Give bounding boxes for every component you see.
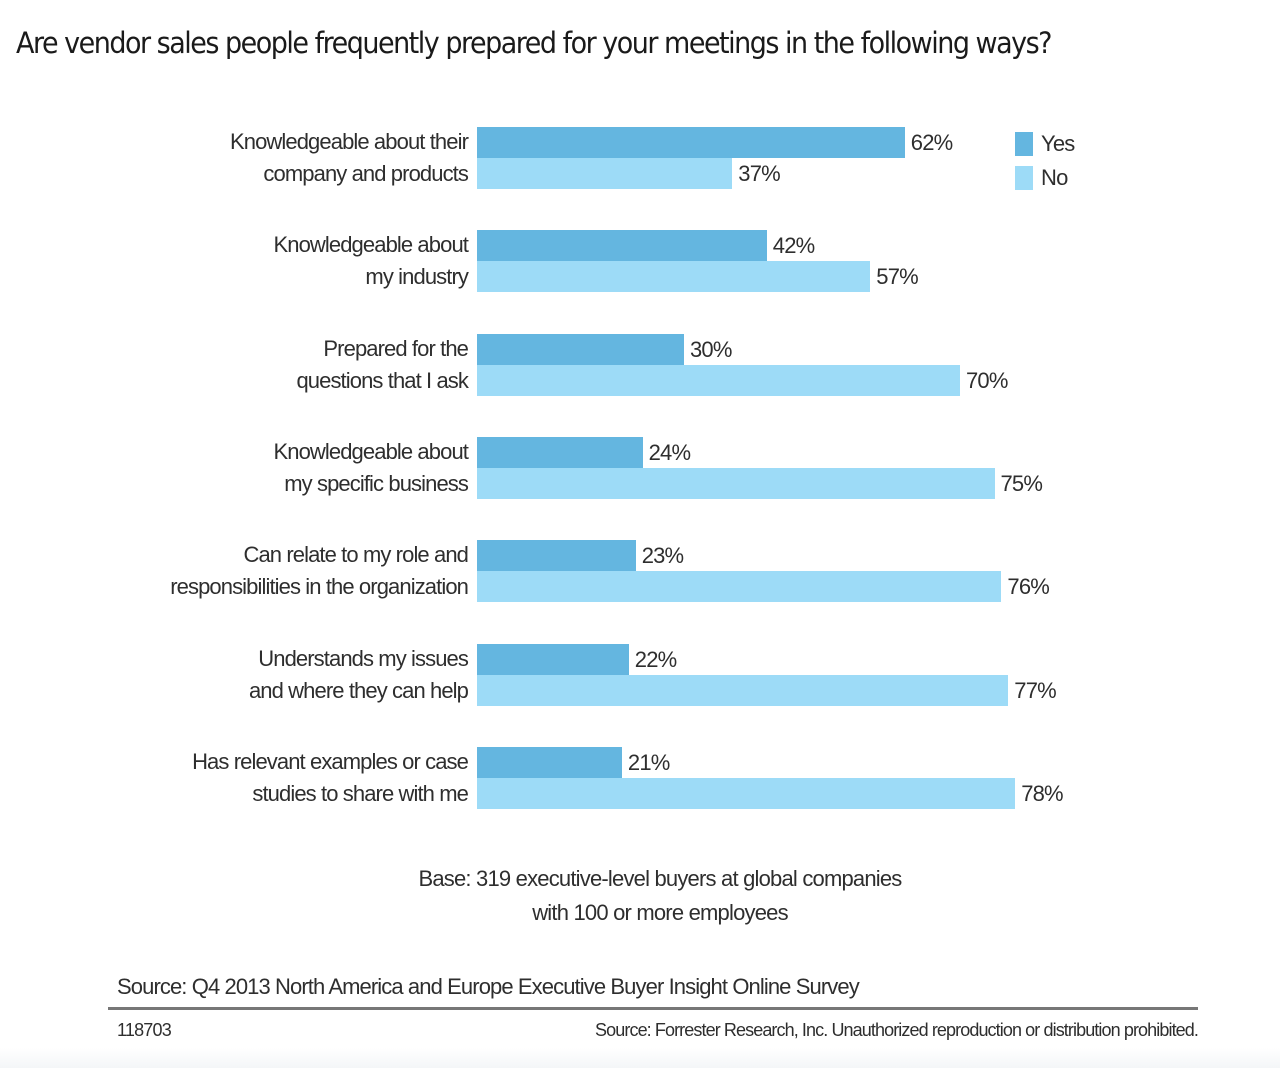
legend-swatch-no xyxy=(1015,166,1033,190)
bar-group: Understands my issues and where they can … xyxy=(0,643,1280,706)
bar-group: Knowledgeable about my industry 42% 57% xyxy=(0,230,1280,293)
value-label-no: 75% xyxy=(1000,470,1043,496)
value-label-yes: 30% xyxy=(690,336,732,362)
category-label-line2: studies to share with me xyxy=(252,780,469,806)
category-label: Knowledgeable about their company and pro… xyxy=(88,127,469,189)
bar-yes xyxy=(477,643,629,675)
bar-group: Has relevant examples or case studies to … xyxy=(0,746,1280,809)
category-label-line1: Knowledgeable about xyxy=(273,232,468,258)
legend-label-no: No xyxy=(1041,165,1068,190)
legend-label-yes: Yes xyxy=(1041,131,1075,156)
category-label-line2: and where they can help xyxy=(248,677,469,703)
value-label-yes: 21% xyxy=(627,749,670,775)
bar-no xyxy=(477,467,995,499)
bar-yes xyxy=(477,127,905,158)
category-label-line2: my industry xyxy=(365,264,468,290)
bottom-fade xyxy=(0,1048,1280,1068)
category-label-line2: company and products xyxy=(263,161,468,186)
bar-no xyxy=(477,674,1009,706)
category-label-line1: Knowledgeable about xyxy=(273,438,468,464)
value-label-no: 70% xyxy=(966,367,1008,393)
legend: Yes No xyxy=(1015,127,1075,195)
bar-group: Prepared for the questions that I ask 30% 7… xyxy=(0,333,1280,396)
category-label-line1: Prepared for the xyxy=(323,335,468,361)
value-label-no: 76% xyxy=(1007,574,1050,600)
value-label-no: 57% xyxy=(876,264,918,290)
bar-group: Knowledgeable about their company and pro… xyxy=(0,127,1280,189)
legend-item-no: No xyxy=(1015,161,1075,195)
bar-group: Knowledgeable about my specific business 2… xyxy=(0,436,1280,499)
value-label-yes: 22% xyxy=(634,646,677,672)
category-label-line2: questions that I ask xyxy=(296,367,468,393)
bar-no xyxy=(477,777,1016,809)
category-label-line1: Can relate to my role and xyxy=(243,542,468,568)
category-label: Knowledgeable about my industry xyxy=(88,230,468,292)
bar-yes xyxy=(477,333,684,365)
value-label-no: 77% xyxy=(1014,677,1056,703)
chart-title: Are vendor sales people frequently prepa… xyxy=(16,26,1053,60)
copyright-note: Source: Forrester Research, Inc. Unautho… xyxy=(595,1020,1199,1040)
category-label: Knowledgeable about my specific business xyxy=(88,437,468,499)
category-label: Can relate to my role and responsibilitie… xyxy=(88,540,469,602)
bar-no xyxy=(477,571,1002,603)
bar-no xyxy=(477,261,871,293)
category-label-line1: Understands my issues xyxy=(258,645,469,671)
value-label-yes: 24% xyxy=(648,439,691,465)
category-label-line1: Has relevant examples or case xyxy=(192,748,469,774)
category-label-line1: Knowledgeable about their xyxy=(229,129,469,154)
value-label-no: 78% xyxy=(1021,780,1063,806)
category-label: Understands my issues and where they can … xyxy=(88,644,469,706)
survey-source: Source: Q4 2013 North America and Europe… xyxy=(117,974,860,999)
divider xyxy=(108,1007,1198,1010)
bar-no xyxy=(477,364,960,396)
base-note-line1: Base: 319 executive-level buyers at glob… xyxy=(418,866,902,891)
bar-yes xyxy=(477,540,636,572)
bar-no xyxy=(477,158,733,189)
figure-code: 118703 xyxy=(117,1020,172,1040)
bar-group: Can relate to my role and responsibilitie… xyxy=(0,540,1280,603)
value-label-yes: 42% xyxy=(772,233,815,259)
category-label: Prepared for the questions that I ask xyxy=(88,334,468,396)
bar-yes xyxy=(477,230,767,262)
bar-yes xyxy=(477,436,643,468)
category-label: Has relevant examples or case studies to … xyxy=(88,747,469,809)
value-label-no: 37% xyxy=(738,161,780,186)
bar-yes xyxy=(477,746,622,778)
category-label-line2: my specific business xyxy=(284,470,469,496)
base-note-line2: with 100 or more employees xyxy=(532,900,788,925)
base-note: Base: 319 executive-level buyers at glob… xyxy=(380,862,940,930)
legend-swatch-yes xyxy=(1015,132,1033,156)
category-label-line2: responsibilities in the organization xyxy=(170,574,469,600)
value-label-yes: 62% xyxy=(910,130,953,155)
value-label-yes: 23% xyxy=(641,543,684,569)
legend-item-yes: Yes xyxy=(1015,127,1075,161)
